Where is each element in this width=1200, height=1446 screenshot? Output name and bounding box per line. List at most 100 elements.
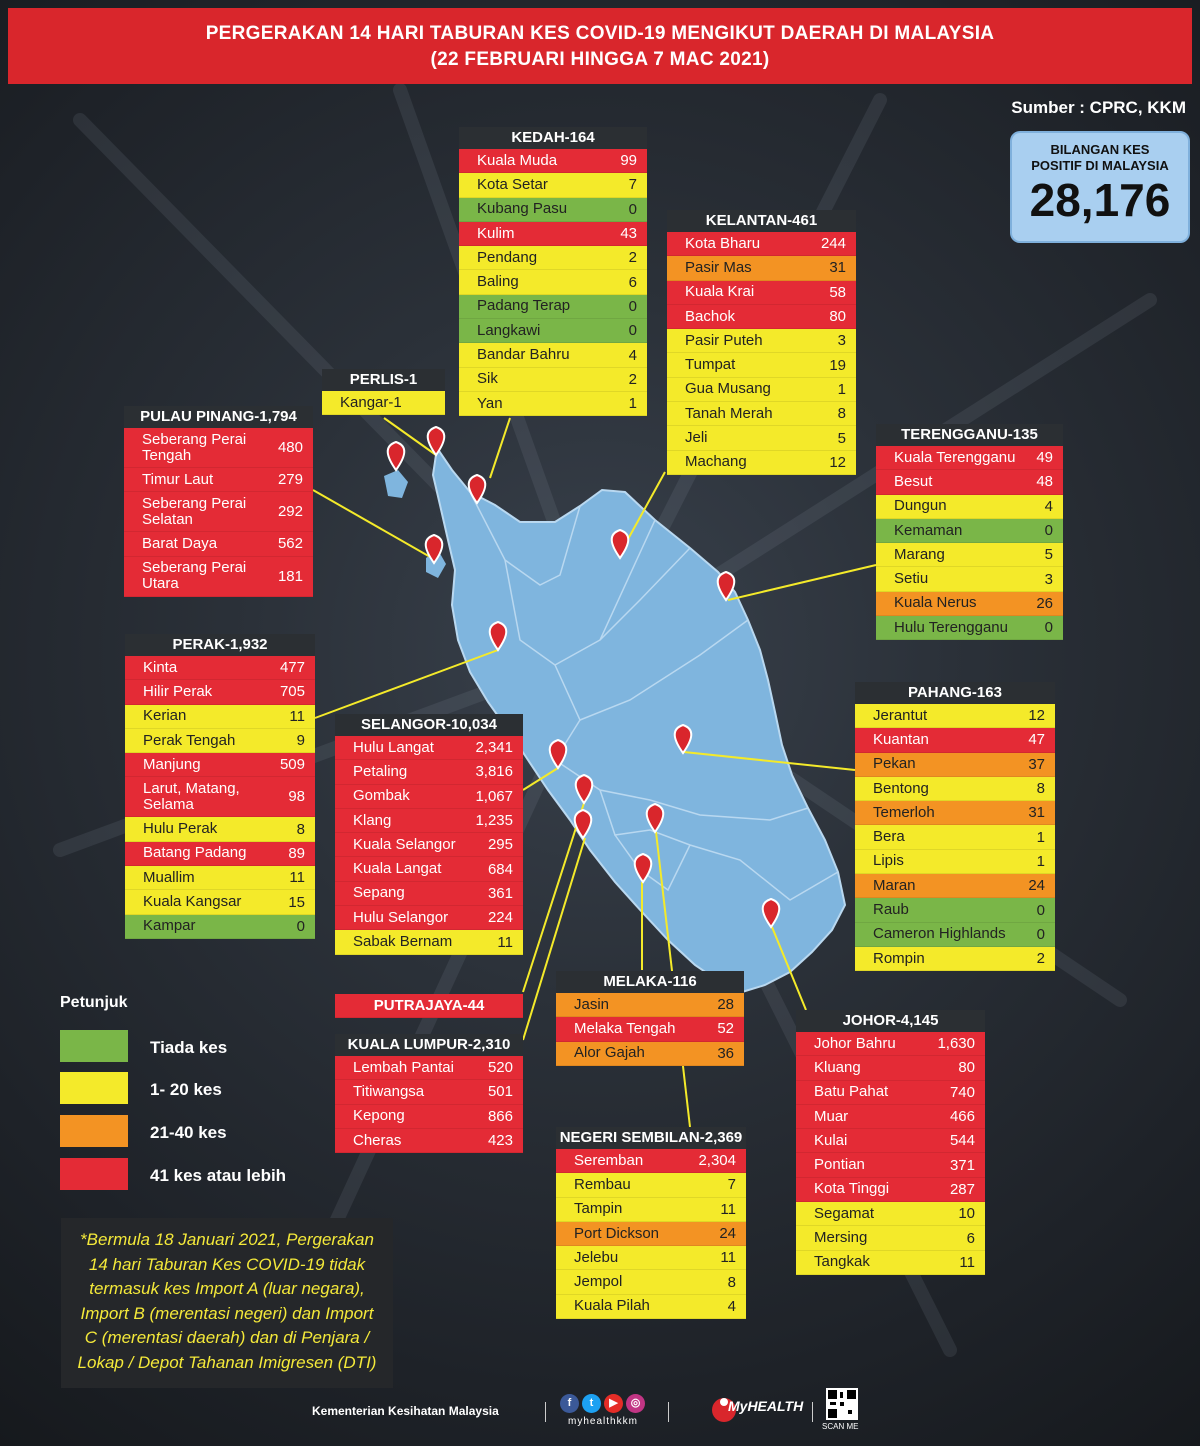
- district-row: Kubang Pasu 0: [459, 197, 647, 222]
- legend-title: Petunjuk: [60, 994, 128, 1011]
- district-row: Port Dickson 24: [556, 1221, 746, 1247]
- district-name: Baling: [477, 273, 519, 291]
- district-value: 4: [727, 1297, 736, 1315]
- district-row: Kota Tinggi 287: [796, 1177, 985, 1203]
- district-value: 3: [1044, 570, 1053, 588]
- district-name: Machang: [685, 453, 747, 471]
- district-value: 1: [1036, 828, 1045, 846]
- district-value: 7: [628, 176, 637, 194]
- district-row: Kangar-1: [322, 391, 445, 416]
- leader-lines: [312, 417, 877, 1128]
- district-name: Kuala Muda: [477, 151, 558, 169]
- district-row: Bandar Bahru 4: [459, 343, 647, 368]
- district-value: 361: [487, 884, 513, 902]
- district-name: Maran: [873, 876, 916, 894]
- district-row: Maran 24: [855, 874, 1055, 899]
- district-name: Kota Setar: [477, 175, 548, 193]
- instagram-icon[interactable]: ◎: [626, 1394, 645, 1413]
- district-value: 0: [628, 322, 637, 340]
- district-name: Cameron Highlands: [873, 925, 1006, 943]
- district-row: Seberang Perai Utara 181: [124, 556, 313, 597]
- district-row: Pasir Puteh 3: [667, 329, 856, 354]
- district-row: Kulim 43: [459, 221, 647, 247]
- district-row: Kampar 0: [125, 914, 315, 939]
- district-name: Kangar-1: [340, 393, 402, 411]
- district-value: 19: [829, 356, 846, 374]
- district-name: Tumpat: [685, 356, 736, 374]
- district-name: Kulim: [477, 224, 515, 242]
- district-value: 2: [628, 249, 637, 267]
- district-value: 501: [487, 1083, 513, 1101]
- district-value: 8: [727, 1273, 736, 1291]
- putrajaya-header: PUTRAJAYA-44: [335, 994, 523, 1019]
- district-value: 1,630: [937, 1035, 975, 1053]
- district-value: 295: [487, 836, 513, 854]
- district-value: 11: [497, 933, 513, 951]
- district-row: Kota Setar 7: [459, 173, 647, 198]
- district-name: Sepang: [353, 884, 405, 902]
- district-name: Kuala Langat: [353, 860, 442, 878]
- total-label: BILANGAN KES POSITIF DI MALAYSIA: [1031, 142, 1169, 173]
- district-value: 1: [837, 380, 846, 398]
- district-value: 181: [277, 567, 303, 585]
- district-name: Hulu Perak: [143, 820, 218, 838]
- district-row: Setiu 3: [876, 567, 1063, 592]
- district-name: Jeli: [685, 429, 708, 447]
- district-row: Hulu Selangor 224: [335, 906, 523, 931]
- district-name: Tanah Merah: [685, 404, 773, 422]
- district-row: Rompin 2: [855, 946, 1055, 972]
- district-value: 58: [829, 283, 846, 301]
- district-value: 80: [829, 308, 846, 326]
- panel-kuala-lumpur: KUALA LUMPUR-2,310 Lembah Pantai 520 Titiwa…: [335, 1034, 523, 1154]
- district-name: Larut, Matang, Selama: [143, 779, 240, 813]
- district-value: 371: [949, 1156, 975, 1174]
- district-value: 26: [1036, 594, 1053, 612]
- pin-icon: [426, 425, 446, 457]
- district-value: 544: [949, 1132, 975, 1150]
- district-value: 4: [1044, 497, 1053, 515]
- panel-negeri-sembilan: NEGERI SEMBILAN-2,369 Seremban 2,304 Rembau…: [556, 1127, 746, 1320]
- district-value: 28: [717, 996, 734, 1014]
- district-value: 480: [277, 439, 303, 456]
- district-value: 2,341: [475, 739, 513, 757]
- district-value: 5: [837, 429, 846, 447]
- facebook-icon[interactable]: f: [560, 1394, 579, 1413]
- district-row: Kinta 477: [125, 656, 315, 681]
- panel-header: MELAKA-116: [556, 971, 744, 993]
- district-value: 8: [296, 820, 305, 838]
- district-row: Larut, Matang, Selama 98: [125, 777, 315, 818]
- district-value: 0: [296, 917, 305, 935]
- youtube-icon[interactable]: ▶: [604, 1394, 623, 1413]
- district-value: 11: [720, 1249, 736, 1267]
- district-value: 3: [837, 332, 846, 350]
- district-name: Sik: [477, 370, 498, 388]
- district-value: 48: [1036, 473, 1053, 491]
- district-row: Pendang 2: [459, 246, 647, 271]
- pin-icon: [761, 897, 781, 929]
- district-name: Kinta: [143, 658, 178, 676]
- district-row: Hulu Perak 8: [125, 817, 315, 842]
- district-row: Kuala Nerus 26: [876, 591, 1063, 617]
- district-name: Kubang Pasu: [477, 200, 568, 218]
- title-banner: PERGERAKAN 14 HARI TABURAN KES COVID-19 …: [8, 8, 1192, 84]
- district-row: Manjung 509: [125, 753, 315, 778]
- district-value: 3,816: [475, 763, 513, 781]
- district-value: 49: [1036, 449, 1053, 467]
- district-name: Kampar: [143, 917, 196, 935]
- district-name: Klang: [353, 811, 392, 829]
- qr-code-icon[interactable]: [826, 1388, 858, 1420]
- district-row: Mersing 6: [796, 1226, 985, 1251]
- pin-icon: [673, 723, 693, 755]
- district-row: Tampin 11: [556, 1197, 746, 1222]
- district-row: Jasin 28: [556, 993, 744, 1018]
- district-name: Jasin: [574, 995, 610, 1013]
- social-icons: f t ▶ ◎: [560, 1394, 645, 1413]
- district-name: Kuala Terengganu: [894, 448, 1016, 466]
- district-name: Seberang Perai Selatan: [142, 494, 247, 528]
- district-name: Kemaman: [894, 521, 963, 539]
- pin-icon: [573, 808, 593, 840]
- legend-label-3: 41 kes atau lebih: [150, 1166, 287, 1185]
- panel-selangor: SELANGOR-10,034 Hulu Langat 2,341 Petaling 3…: [335, 714, 523, 955]
- twitter-icon[interactable]: t: [582, 1394, 601, 1413]
- district-name: Alor Gajah: [574, 1044, 645, 1062]
